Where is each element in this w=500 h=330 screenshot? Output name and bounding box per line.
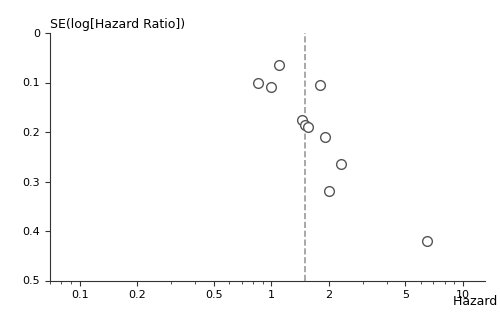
- Point: [268, 85, 276, 90]
- Point: [304, 124, 312, 130]
- Point: [321, 134, 329, 140]
- Point: [424, 238, 432, 244]
- Point: [337, 162, 345, 167]
- Point: [254, 80, 262, 85]
- Point: [276, 63, 283, 68]
- Point: [325, 189, 333, 194]
- Text: SE(log[Hazard Ratio]): SE(log[Hazard Ratio]): [50, 17, 185, 30]
- Point: [316, 82, 324, 87]
- X-axis label: Hazard Ratio: Hazard Ratio: [454, 295, 500, 308]
- Point: [301, 122, 309, 127]
- Point: [298, 117, 306, 122]
